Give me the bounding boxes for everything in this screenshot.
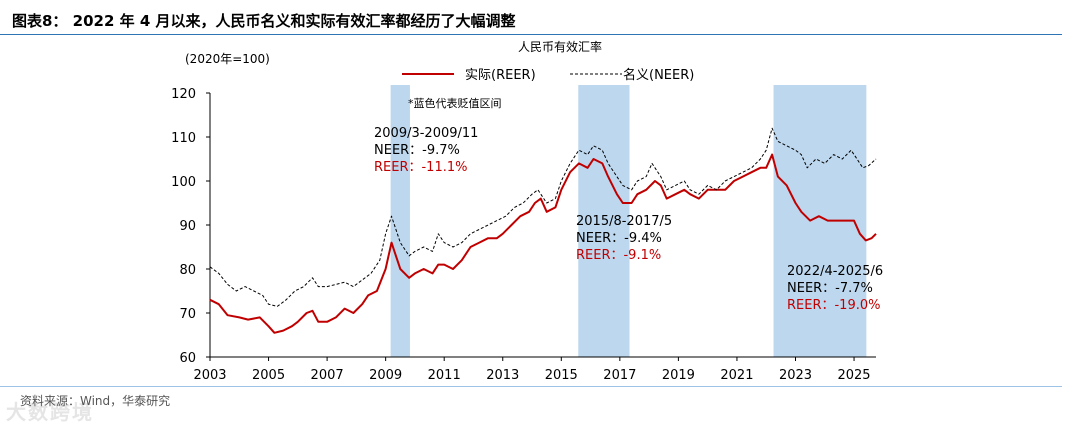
y-tick-label: 80 bbox=[179, 263, 196, 278]
period-3-reer: REER：-19.0% bbox=[787, 298, 880, 313]
figure-header: 图表8： 2022 年 4 月以来，人民币名义和实际有效汇率都经历了大幅调整 bbox=[0, 8, 1062, 35]
watermark: 大数跨境 bbox=[6, 400, 94, 424]
x-tick-label: 2009 bbox=[369, 368, 402, 383]
period-2-range: 2015/8-2017/5 bbox=[576, 214, 672, 229]
period-1-range: 2009/3-2009/11 bbox=[374, 126, 478, 141]
y-tick-label: 100 bbox=[171, 175, 196, 190]
x-tick-label: 2023 bbox=[779, 368, 812, 383]
neer-line bbox=[209, 127, 877, 307]
y-tick-label: 60 bbox=[179, 351, 196, 366]
period-3-range: 2022/4-2025/6 bbox=[787, 264, 883, 279]
chart-text: 人民币有效汇率 (2020年=100) 实际(REER) 名义(NEER) *蓝色代表贬… bbox=[185, 39, 883, 313]
period-1-reer: REER：-11.1% bbox=[374, 160, 467, 175]
y-tick-label: 70 bbox=[179, 307, 196, 322]
footer-divider bbox=[0, 386, 1062, 387]
depreciation-band-2 bbox=[578, 85, 630, 357]
unit-label: (2020年=100) bbox=[185, 52, 270, 66]
x-tick-label: 2015 bbox=[545, 368, 578, 383]
x-tick-label: 2003 bbox=[193, 368, 226, 383]
figure-title: 图表8： 2022 年 4 月以来，人民币名义和实际有效汇率都经历了大幅调整 bbox=[12, 12, 516, 30]
y-tick-label: 110 bbox=[171, 131, 196, 146]
x-tick-label: 2005 bbox=[252, 368, 285, 383]
chart-title: 人民币有效汇率 bbox=[518, 39, 602, 54]
x-tick-label: 2025 bbox=[837, 368, 870, 383]
period-3-neer: NEER：-7.7% bbox=[787, 281, 873, 296]
source-note: 资料来源：Wind，华泰研究 bbox=[20, 394, 171, 408]
y-tick-label: 120 bbox=[171, 87, 196, 102]
x-tick-label: 2007 bbox=[311, 368, 344, 383]
period-2-neer: NEER：-9.4% bbox=[576, 231, 662, 246]
y-tick-label: 90 bbox=[179, 219, 196, 234]
x-tick-label: 2021 bbox=[720, 368, 753, 383]
legend-reer-label: 实际(REER) bbox=[465, 68, 536, 83]
series-lines bbox=[209, 127, 877, 334]
shade-note: *蓝色代表贬值区间 bbox=[408, 96, 502, 110]
period-2-reer: REER：-9.1% bbox=[576, 248, 661, 263]
period-1-neer: NEER：-9.7% bbox=[374, 143, 460, 158]
x-tick-label: 2011 bbox=[428, 368, 461, 383]
axes: 60 70 80 90 100 110 120 2003 2005 2007 2009 2011 201… bbox=[171, 87, 876, 383]
x-tick-label: 2019 bbox=[662, 368, 695, 383]
x-tick-label: 2013 bbox=[486, 368, 519, 383]
reer-line bbox=[209, 153, 877, 334]
x-tick-label: 2017 bbox=[603, 368, 636, 383]
depreciation-band-1 bbox=[390, 85, 410, 357]
legend-neer-label: 名义(NEER) bbox=[623, 67, 694, 83]
